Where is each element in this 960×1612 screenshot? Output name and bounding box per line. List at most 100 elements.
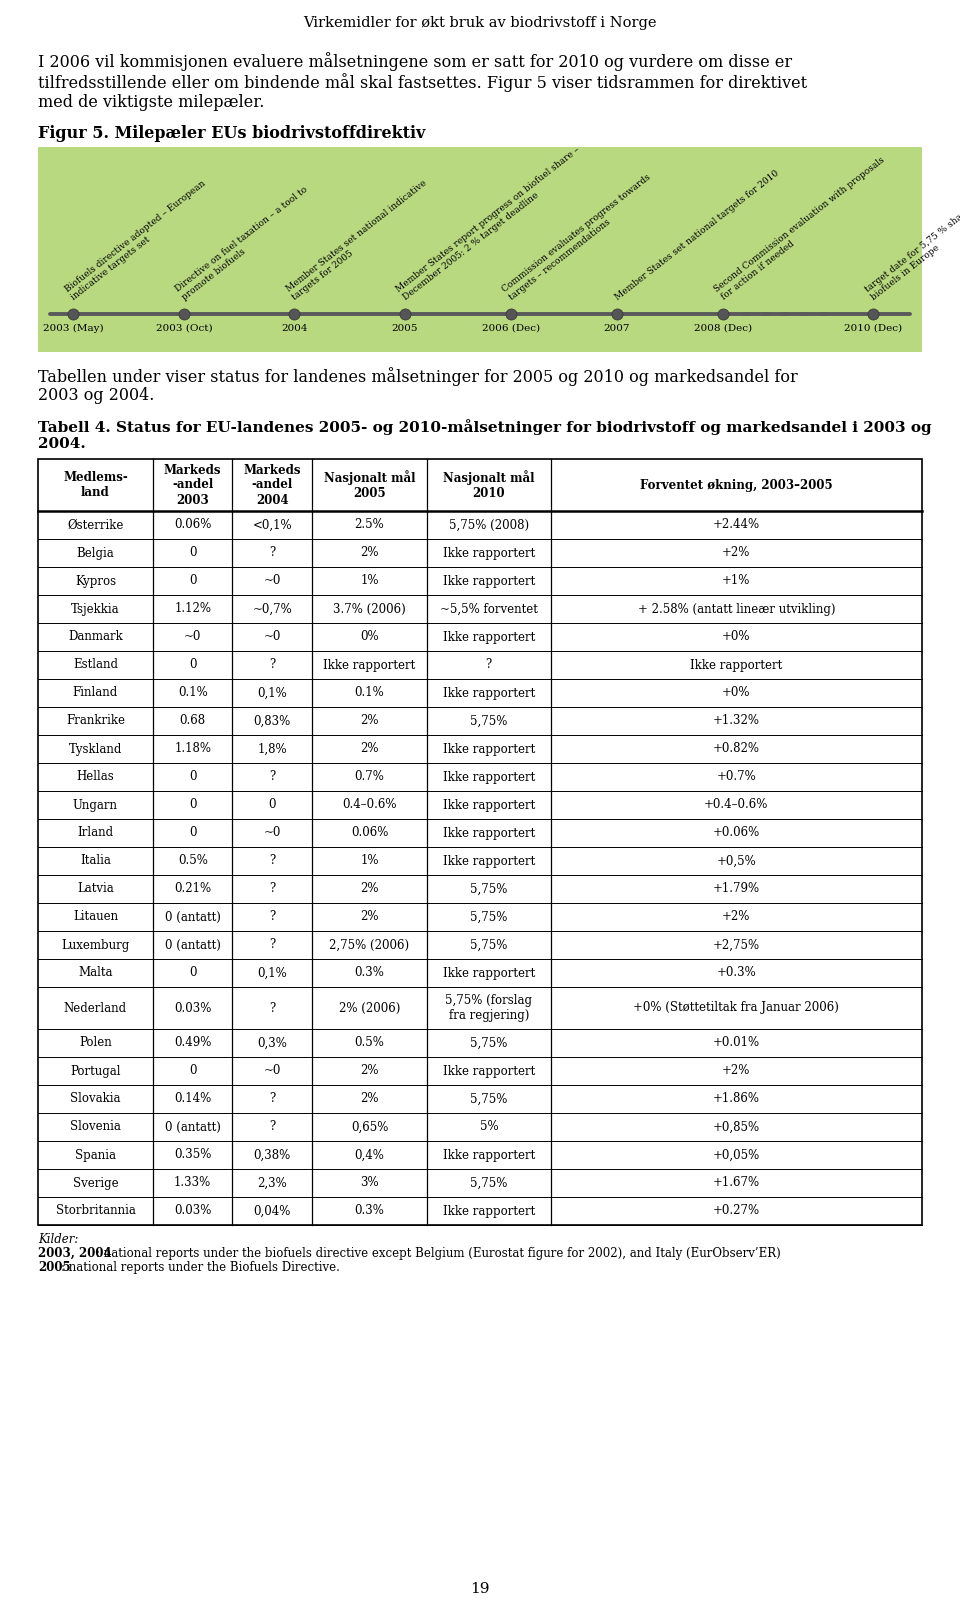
Text: 0,1%: 0,1%	[257, 687, 287, 700]
Text: Ikke rapportert: Ikke rapportert	[443, 798, 535, 811]
Text: Latvia: Latvia	[77, 882, 114, 896]
Text: Nasjonalt mål
2010: Nasjonalt mål 2010	[444, 471, 535, 500]
Text: Spania: Spania	[75, 1148, 116, 1162]
Text: 2003 (Oct): 2003 (Oct)	[156, 324, 212, 334]
Text: ~0: ~0	[184, 630, 202, 643]
Text: Tabell 4. Status for EU-landenes 2005- og 2010-målsetninger for biodrivstoff og : Tabell 4. Status for EU-landenes 2005- o…	[38, 419, 931, 435]
Text: 0: 0	[189, 771, 197, 783]
Text: 2,75% (2006): 2,75% (2006)	[329, 938, 410, 951]
Text: 5,75%: 5,75%	[470, 911, 508, 924]
Text: Hellas: Hellas	[77, 771, 114, 783]
Text: Medlems-
land: Medlems- land	[63, 471, 128, 500]
Text: 2%: 2%	[360, 546, 379, 559]
Text: +0%: +0%	[722, 687, 751, 700]
Text: Tabellen under viser status for landenes målsetninger for 2005 og 2010 og marked: Tabellen under viser status for landenes…	[38, 368, 798, 385]
Text: +0%: +0%	[722, 630, 751, 643]
Text: 0.3%: 0.3%	[354, 1204, 384, 1217]
Text: 2%: 2%	[360, 911, 379, 924]
Text: 2%: 2%	[360, 743, 379, 756]
Bar	[38, 147, 922, 351]
Text: Slovenia: Slovenia	[70, 1120, 121, 1133]
Text: Danmark: Danmark	[68, 630, 123, 643]
Text: 0,04%: 0,04%	[253, 1204, 291, 1217]
Text: +2%: +2%	[722, 1064, 751, 1077]
Text: 0.06%: 0.06%	[350, 827, 388, 840]
Text: +1%: +1%	[722, 574, 751, 587]
Text: 2005: 2005	[38, 1261, 71, 1273]
Text: ?: ?	[269, 546, 276, 559]
Text: ?: ?	[269, 771, 276, 783]
Text: 5,75%: 5,75%	[470, 1037, 508, 1049]
Text: Frankrike: Frankrike	[66, 714, 125, 727]
Text: +0,05%: +0,05%	[712, 1148, 760, 1162]
Text: 0.14%: 0.14%	[174, 1093, 211, 1106]
Text: Commission evaluates progress towards
targets – recommendations: Commission evaluates progress towards ta…	[501, 172, 660, 301]
Text: 0,38%: 0,38%	[253, 1148, 291, 1162]
Text: 2007: 2007	[604, 324, 631, 334]
Text: Polen: Polen	[79, 1037, 111, 1049]
Text: +2%: +2%	[722, 911, 751, 924]
Text: Forventet økning, 2003–2005: Forventet økning, 2003–2005	[640, 479, 832, 492]
Text: Ikke rapportert: Ikke rapportert	[443, 574, 535, 587]
Text: 0: 0	[189, 827, 197, 840]
Text: 3.7% (2006): 3.7% (2006)	[333, 603, 406, 616]
Text: I 2006 vil kommisjonen evaluere målsetningene som er satt for 2010 og vurdere om: I 2006 vil kommisjonen evaluere målsetni…	[38, 52, 792, 71]
Text: Malta: Malta	[78, 967, 112, 980]
Text: ~5,5% forventet: ~5,5% forventet	[440, 603, 538, 616]
Text: ?: ?	[486, 658, 492, 672]
Text: Directive on fuel taxation – a tool to
promote biofuels: Directive on fuel taxation – a tool to p…	[174, 185, 316, 301]
Text: Ikke rapportert: Ikke rapportert	[324, 658, 416, 672]
Text: 2005: 2005	[392, 324, 419, 334]
Text: 2003 (May): 2003 (May)	[43, 324, 104, 334]
Text: Ikke rapportert: Ikke rapportert	[443, 854, 535, 867]
Text: 5,75%: 5,75%	[470, 938, 508, 951]
Text: Finland: Finland	[73, 687, 118, 700]
Text: Tyskland: Tyskland	[69, 743, 122, 756]
Text: 2%: 2%	[360, 882, 379, 896]
Text: + 2.58% (antatt lineær utvikling): + 2.58% (antatt lineær utvikling)	[637, 603, 835, 616]
Text: ?: ?	[269, 854, 276, 867]
Text: +1.79%: +1.79%	[712, 882, 760, 896]
Text: Ikke rapportert: Ikke rapportert	[443, 546, 535, 559]
Text: Kilder:: Kilder:	[38, 1233, 79, 1246]
Text: +2,75%: +2,75%	[712, 938, 760, 951]
Text: 2010 (Dec): 2010 (Dec)	[844, 324, 902, 334]
Text: Ikke rapportert: Ikke rapportert	[690, 658, 782, 672]
Text: Kypros: Kypros	[75, 574, 116, 587]
Text: Figur 5. Milepæler EUs biodrivstoffdirektiv: Figur 5. Milepæler EUs biodrivstoffdirek…	[38, 126, 425, 142]
Text: 0 (antatt): 0 (antatt)	[165, 938, 221, 951]
Text: 5,75%: 5,75%	[470, 1093, 508, 1106]
Text: Ungarn: Ungarn	[73, 798, 118, 811]
Text: Member States report progress on biofuel share –
December 2005: 2 % target deadl: Member States report progress on biofuel…	[395, 145, 588, 301]
Text: +0.4–0.6%: +0.4–0.6%	[705, 798, 769, 811]
Text: +2.44%: +2.44%	[712, 519, 760, 532]
Text: Portugal: Portugal	[70, 1064, 121, 1077]
Text: ~0: ~0	[264, 574, 281, 587]
Text: 0.03%: 0.03%	[174, 1001, 211, 1014]
Text: 1.12%: 1.12%	[174, 603, 211, 616]
Text: Member States set national targets for 2010: Member States set national targets for 2…	[613, 169, 780, 301]
Text: +0,85%: +0,85%	[712, 1120, 760, 1133]
Text: 0,4%: 0,4%	[354, 1148, 384, 1162]
Text: 1.33%: 1.33%	[174, 1177, 211, 1190]
Text: 0.4–0.6%: 0.4–0.6%	[343, 798, 396, 811]
Text: 0.3%: 0.3%	[354, 967, 384, 980]
Text: Belgia: Belgia	[77, 546, 114, 559]
Text: 2004.: 2004.	[38, 437, 85, 451]
Text: Markeds
-andel
2003: Markeds -andel 2003	[164, 464, 222, 506]
Text: Italia: Italia	[80, 854, 111, 867]
Text: +0.27%: +0.27%	[712, 1204, 760, 1217]
Text: +0.3%: +0.3%	[716, 967, 756, 980]
Text: 0: 0	[269, 798, 276, 811]
Text: 1.18%: 1.18%	[174, 743, 211, 756]
Text: med de viktigste milepæler.: med de viktigste milepæler.	[38, 93, 264, 111]
Text: Nederland: Nederland	[64, 1001, 127, 1014]
Text: 2%: 2%	[360, 1064, 379, 1077]
Text: Ikke rapportert: Ikke rapportert	[443, 771, 535, 783]
Text: Ikke rapportert: Ikke rapportert	[443, 1204, 535, 1217]
Bar	[38, 459, 922, 1225]
Text: 2008 (Dec): 2008 (Dec)	[694, 324, 753, 334]
Text: 0.49%: 0.49%	[174, 1037, 211, 1049]
Text: ~0,7%: ~0,7%	[252, 603, 292, 616]
Text: Biofuels directive adopted – European
indicative targets set: Biofuels directive adopted – European in…	[63, 179, 214, 301]
